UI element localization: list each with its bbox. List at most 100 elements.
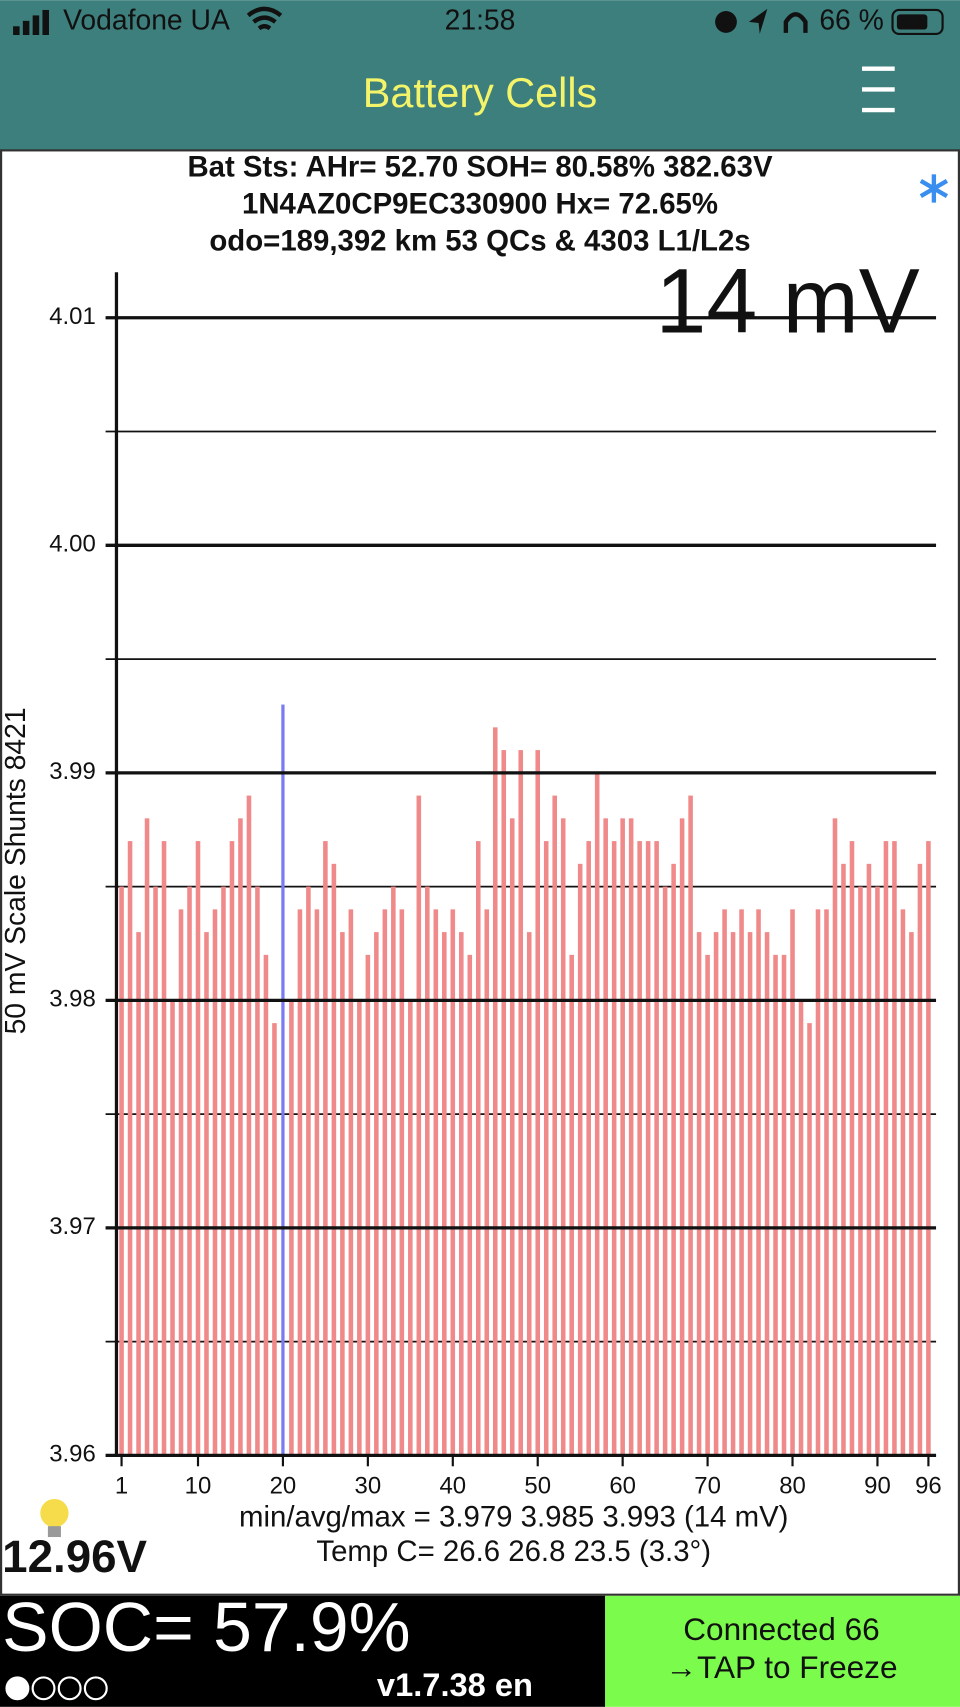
bar bbox=[467, 954, 473, 1456]
carrier: Vodafone UA bbox=[63, 3, 230, 35]
bar bbox=[518, 750, 524, 1456]
x-tick-label: 20 bbox=[270, 1472, 297, 1499]
bar bbox=[263, 954, 269, 1456]
bar bbox=[594, 772, 600, 1456]
bar bbox=[399, 909, 405, 1456]
bar bbox=[492, 727, 498, 1456]
bar bbox=[824, 909, 829, 1456]
bar bbox=[374, 932, 379, 1456]
bar bbox=[696, 932, 702, 1456]
bar bbox=[679, 818, 685, 1456]
bar bbox=[458, 932, 464, 1456]
bar bbox=[688, 795, 693, 1456]
bar bbox=[577, 863, 583, 1456]
bar bbox=[450, 909, 456, 1456]
x-tick-label: 80 bbox=[779, 1472, 806, 1499]
bar bbox=[306, 886, 311, 1456]
bar bbox=[722, 909, 727, 1456]
aux-voltage: 12.96V bbox=[2, 1531, 147, 1582]
bar bbox=[671, 863, 676, 1456]
signal-icon bbox=[13, 9, 49, 35]
bar bbox=[255, 886, 260, 1456]
chart-note: min/avg/max = 3.979 3.985 3.993 (14 mV) bbox=[239, 1500, 788, 1533]
y-tick-label: 3.99 bbox=[49, 758, 96, 785]
bar bbox=[297, 909, 303, 1456]
bar bbox=[654, 841, 659, 1456]
battery-icon bbox=[891, 8, 944, 35]
bar bbox=[917, 863, 923, 1456]
bar bbox=[501, 750, 507, 1456]
bar bbox=[416, 795, 422, 1456]
bar bbox=[841, 863, 846, 1456]
soc: SOC= 57.9% bbox=[2, 1588, 410, 1666]
bar bbox=[730, 932, 736, 1456]
connection-status[interactable]: Connected 66 bbox=[683, 1611, 879, 1647]
bar bbox=[144, 818, 150, 1456]
x-tick-label: 1 bbox=[115, 1472, 128, 1499]
bar bbox=[535, 750, 541, 1456]
bar bbox=[909, 932, 914, 1456]
page-dots bbox=[5, 1676, 108, 1701]
bar bbox=[849, 841, 855, 1456]
info-line: odo=189,392 km 53 QCs & 4303 L1/L2s bbox=[209, 225, 750, 258]
bar bbox=[119, 886, 124, 1456]
bar bbox=[340, 932, 345, 1456]
bar bbox=[433, 909, 439, 1456]
bar bbox=[781, 954, 787, 1456]
soc-panel bbox=[0, 1595, 606, 1707]
page-title: Battery Cells bbox=[363, 70, 597, 116]
alarm-icon bbox=[715, 11, 737, 33]
bar bbox=[662, 886, 668, 1456]
x-tick-label: 60 bbox=[609, 1472, 636, 1499]
x-tick-label: 30 bbox=[355, 1472, 382, 1499]
freeze-button[interactable] bbox=[605, 1595, 960, 1707]
y-tick-label: 4.01 bbox=[49, 303, 96, 330]
annotation: 14 mV bbox=[656, 250, 920, 352]
battery-level bbox=[896, 14, 928, 30]
version: v1.7.38 en bbox=[377, 1666, 533, 1703]
bar bbox=[331, 863, 337, 1456]
battery-percent: 66 % bbox=[819, 3, 883, 35]
x-tick-label: 40 bbox=[439, 1472, 466, 1499]
info-line: Bat Sts: AHr= 52.70 SOH= 80.58% 382.63V bbox=[187, 151, 773, 184]
bluetooth-asterisk[interactable] bbox=[919, 174, 949, 203]
bar bbox=[832, 818, 838, 1456]
bar bbox=[645, 841, 651, 1456]
location-icon bbox=[748, 8, 768, 34]
bar bbox=[178, 909, 184, 1456]
bar bbox=[365, 954, 371, 1456]
bar bbox=[569, 954, 574, 1456]
clock: 21:58 bbox=[445, 3, 516, 35]
bar bbox=[620, 818, 625, 1456]
bar bbox=[705, 954, 710, 1456]
bar bbox=[221, 886, 226, 1456]
x-tick-label: 10 bbox=[185, 1472, 212, 1499]
bar bbox=[739, 909, 744, 1456]
bar bbox=[195, 841, 201, 1456]
bar bbox=[229, 841, 235, 1456]
freeze-hint[interactable]: →TAP to Freeze bbox=[665, 1649, 897, 1685]
bar bbox=[153, 886, 158, 1456]
bar bbox=[883, 841, 889, 1456]
bar bbox=[926, 841, 931, 1456]
bar bbox=[586, 841, 591, 1456]
y-axis-label: 50 mV Scale Shunts 8421 bbox=[0, 707, 31, 1034]
bar bbox=[603, 818, 608, 1456]
bar bbox=[790, 909, 795, 1456]
y-tick-label: 4.00 bbox=[49, 531, 96, 558]
bar bbox=[425, 886, 430, 1456]
bar bbox=[900, 909, 906, 1456]
headphones-icon bbox=[783, 12, 808, 33]
bar bbox=[858, 886, 863, 1456]
wifi-icon bbox=[246, 6, 283, 31]
menu-button[interactable] bbox=[862, 66, 895, 113]
info-line: 1N4AZ0CP9EC330900 Hx= 72.65% bbox=[242, 188, 718, 221]
x-tick-label: 50 bbox=[524, 1472, 551, 1499]
y-tick-label: 3.96 bbox=[49, 1441, 96, 1468]
bar bbox=[756, 909, 761, 1456]
bar bbox=[637, 841, 642, 1456]
bar bbox=[764, 932, 770, 1456]
x-tick-label: 70 bbox=[694, 1472, 721, 1499]
